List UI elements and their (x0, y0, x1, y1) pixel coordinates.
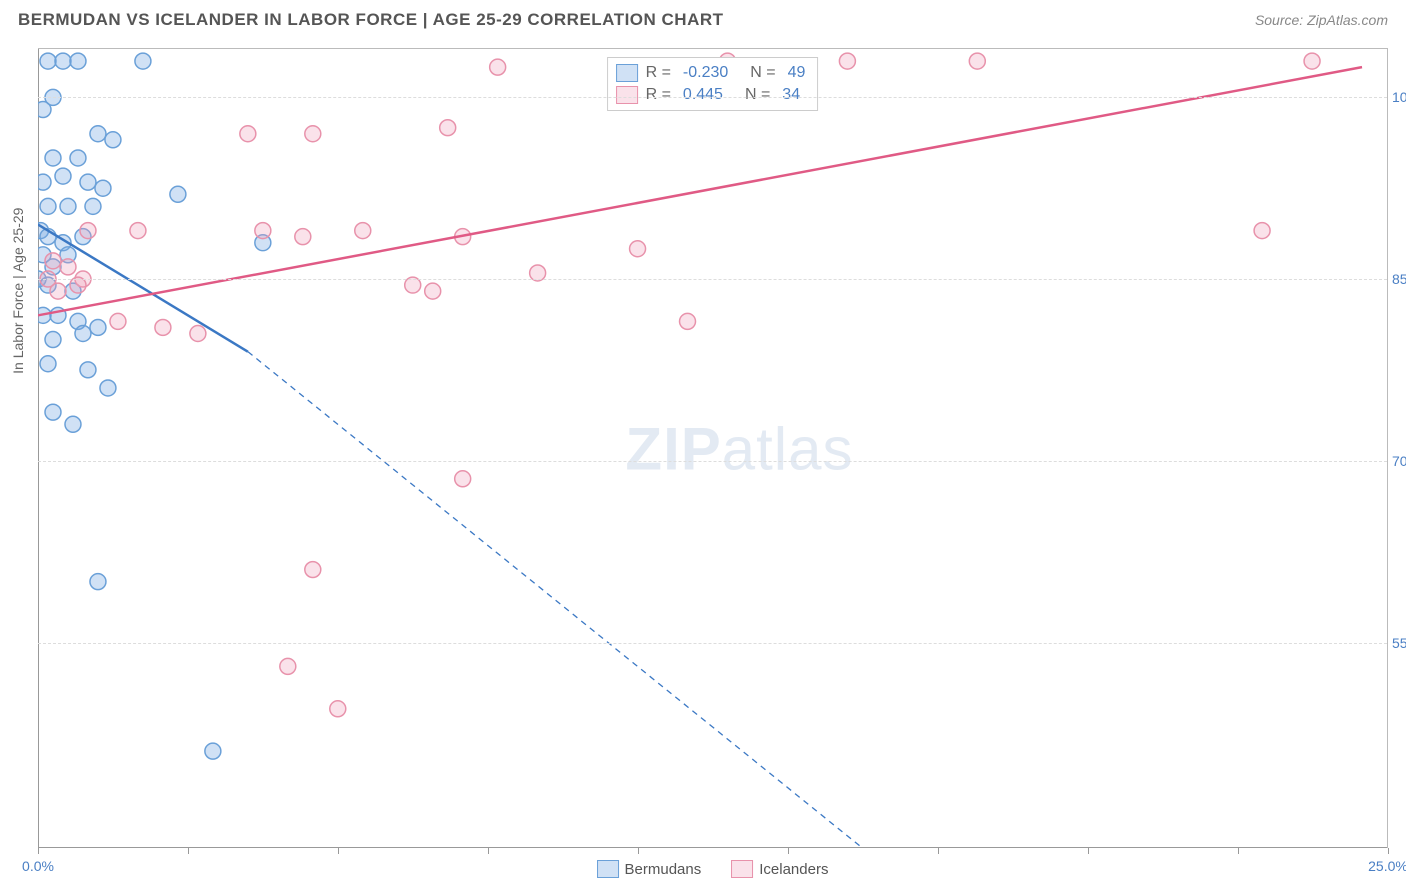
x-tick (488, 848, 489, 854)
stat-legend-row: R = 0.445 N = 34 (616, 84, 810, 106)
n-value: 34 (778, 86, 804, 104)
data-point (60, 259, 76, 275)
data-point (40, 53, 56, 69)
n-label: N = (750, 64, 775, 82)
data-point (969, 53, 985, 69)
n-value: 49 (784, 64, 810, 82)
data-point (130, 223, 146, 239)
data-point (105, 132, 121, 148)
data-point (680, 313, 696, 329)
y-axis-label: In Labor Force | Age 25-29 (10, 207, 26, 373)
legend-swatch (731, 860, 753, 878)
grid-line (38, 279, 1387, 280)
data-point (100, 380, 116, 396)
n-label: N = (745, 86, 770, 104)
data-point (60, 198, 76, 214)
data-point (295, 229, 311, 245)
data-point (75, 326, 91, 342)
data-point (1304, 53, 1320, 69)
data-point (205, 743, 221, 759)
stat-legend: R =-0.230N =49R =0.445N =34 (607, 57, 819, 111)
r-value: 0.445 (679, 86, 727, 104)
y-tick-label: 70.0% (1392, 453, 1406, 469)
legend-swatch (616, 64, 638, 82)
source-label: Source: ZipAtlas.com (1255, 12, 1388, 28)
data-point (839, 53, 855, 69)
data-point (70, 53, 86, 69)
x-tick (1238, 848, 1239, 854)
data-point (240, 126, 256, 142)
y-tick-label: 100.0% (1392, 89, 1406, 105)
legend-label: Icelanders (759, 861, 828, 878)
data-point (490, 59, 506, 75)
x-tick (938, 848, 939, 854)
data-point (90, 574, 106, 590)
trend-line-dashed (248, 352, 863, 848)
x-tick (638, 848, 639, 854)
data-point (330, 701, 346, 717)
data-point (45, 150, 61, 166)
y-tick-label: 85.0% (1392, 271, 1406, 287)
chart-title: BERMUDAN VS ICELANDER IN LABOR FORCE | A… (18, 10, 724, 30)
y-tick-label: 55.0% (1392, 635, 1406, 651)
grid-line (38, 97, 1387, 98)
x-tick (338, 848, 339, 854)
data-point (65, 416, 81, 432)
chart-area: In Labor Force | Age 25-29 ZIPatlas R =-… (38, 48, 1388, 848)
legend-item: Bermudans (597, 860, 702, 878)
x-tick-label: 0.0% (22, 858, 54, 874)
data-point (80, 362, 96, 378)
data-point (255, 223, 271, 239)
data-point (40, 198, 56, 214)
data-point (305, 126, 321, 142)
data-point (355, 223, 371, 239)
x-tick (188, 848, 189, 854)
data-point (45, 253, 61, 269)
r-label: R = (646, 64, 671, 82)
data-point (155, 319, 171, 335)
data-point (50, 283, 66, 299)
scatter-plot-svg (38, 49, 1387, 848)
data-point (170, 186, 186, 202)
data-point (40, 356, 56, 372)
data-point (90, 319, 106, 335)
data-point (630, 241, 646, 257)
r-value: -0.230 (679, 64, 732, 82)
legend-swatch (616, 86, 638, 104)
r-label: R = (646, 86, 671, 104)
data-point (455, 471, 471, 487)
data-point (190, 326, 206, 342)
data-point (38, 174, 51, 190)
data-point (305, 562, 321, 578)
stat-legend-row: R = -0.230 N = 49 (616, 62, 810, 84)
legend-label: Bermudans (625, 861, 702, 878)
data-point (440, 120, 456, 136)
data-point (1254, 223, 1270, 239)
grid-line (38, 643, 1387, 644)
data-point (45, 332, 61, 348)
data-point (45, 404, 61, 420)
data-point (425, 283, 441, 299)
data-point (110, 313, 126, 329)
series-legend: Bermudans Icelanders (597, 860, 829, 878)
data-point (80, 174, 96, 190)
x-tick (1088, 848, 1089, 854)
data-point (55, 53, 71, 69)
x-tick (788, 848, 789, 854)
data-point (55, 168, 71, 184)
grid-line (38, 461, 1387, 462)
legend-swatch (597, 860, 619, 878)
data-point (95, 180, 111, 196)
data-point (85, 198, 101, 214)
data-point (90, 126, 106, 142)
data-point (135, 53, 151, 69)
data-point (80, 223, 96, 239)
x-tick (38, 848, 39, 854)
x-tick-label: 25.0% (1368, 858, 1406, 874)
data-point (280, 658, 296, 674)
data-point (70, 150, 86, 166)
x-tick (1388, 848, 1389, 854)
legend-item: Icelanders (731, 860, 828, 878)
